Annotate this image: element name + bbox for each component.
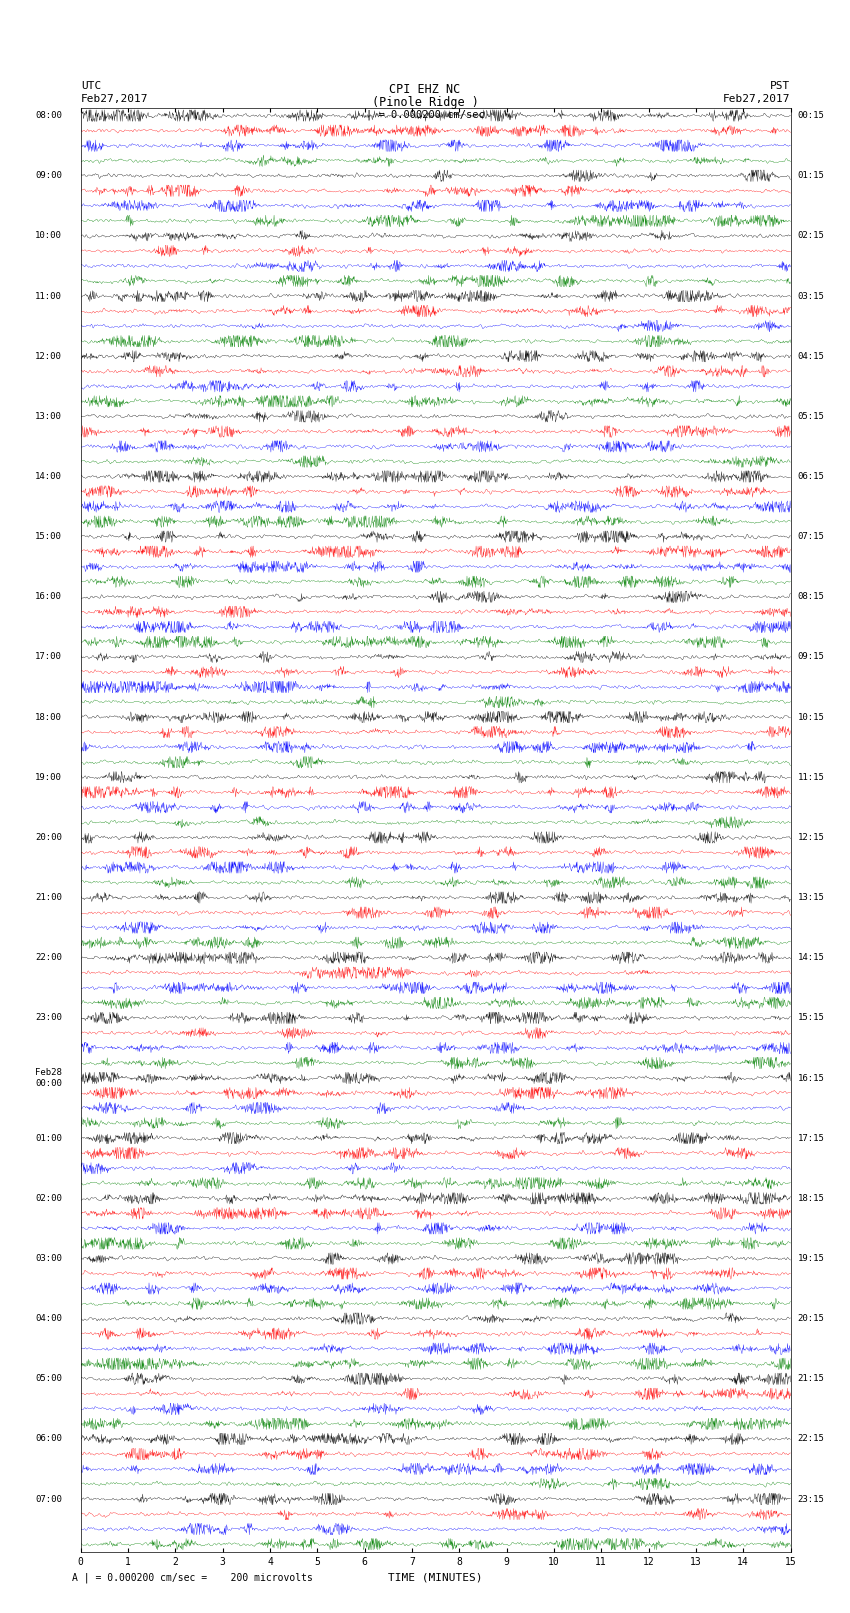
Text: 11:00: 11:00: [35, 292, 62, 300]
Text: 23:15: 23:15: [797, 1495, 824, 1503]
Text: 07:15: 07:15: [797, 532, 824, 540]
Text: 19:00: 19:00: [35, 773, 62, 782]
Text: 02:00: 02:00: [35, 1194, 62, 1203]
Text: 10:00: 10:00: [35, 231, 62, 240]
Text: 01:15: 01:15: [797, 171, 824, 181]
Text: 13:00: 13:00: [35, 411, 62, 421]
Text: 18:15: 18:15: [797, 1194, 824, 1203]
Text: 13:15: 13:15: [797, 894, 824, 902]
Text: A | = 0.000200 cm/sec =    200 microvolts: A | = 0.000200 cm/sec = 200 microvolts: [72, 1573, 313, 1582]
Text: 20:00: 20:00: [35, 832, 62, 842]
Text: 16:15: 16:15: [797, 1074, 824, 1082]
Text: 14:15: 14:15: [797, 953, 824, 963]
Text: 01:00: 01:00: [35, 1134, 62, 1142]
Text: 10:15: 10:15: [797, 713, 824, 721]
Text: Feb27,2017: Feb27,2017: [81, 94, 148, 105]
Text: CPI EHZ NC: CPI EHZ NC: [389, 82, 461, 97]
Text: 04:00: 04:00: [35, 1315, 62, 1323]
Text: 19:15: 19:15: [797, 1253, 824, 1263]
Text: 15:15: 15:15: [797, 1013, 824, 1023]
Text: 16:00: 16:00: [35, 592, 62, 602]
Text: 23:00: 23:00: [35, 1013, 62, 1023]
Text: | = 0.000200 cm/sec: | = 0.000200 cm/sec: [366, 110, 484, 121]
Text: 22:15: 22:15: [797, 1434, 824, 1444]
Text: 03:15: 03:15: [797, 292, 824, 300]
Text: 12:15: 12:15: [797, 832, 824, 842]
Text: 03:00: 03:00: [35, 1253, 62, 1263]
Text: 04:15: 04:15: [797, 352, 824, 361]
X-axis label: TIME (MINUTES): TIME (MINUTES): [388, 1573, 483, 1582]
Text: 06:00: 06:00: [35, 1434, 62, 1444]
Text: Feb28
00:00: Feb28 00:00: [35, 1068, 62, 1087]
Text: 14:00: 14:00: [35, 473, 62, 481]
Text: 05:15: 05:15: [797, 411, 824, 421]
Text: 00:15: 00:15: [797, 111, 824, 119]
Text: 22:00: 22:00: [35, 953, 62, 963]
Text: 09:15: 09:15: [797, 652, 824, 661]
Text: 17:00: 17:00: [35, 652, 62, 661]
Text: 08:15: 08:15: [797, 592, 824, 602]
Text: 09:00: 09:00: [35, 171, 62, 181]
Text: 18:00: 18:00: [35, 713, 62, 721]
Text: 17:15: 17:15: [797, 1134, 824, 1142]
Text: 12:00: 12:00: [35, 352, 62, 361]
Text: 08:00: 08:00: [35, 111, 62, 119]
Text: 02:15: 02:15: [797, 231, 824, 240]
Text: 21:15: 21:15: [797, 1374, 824, 1384]
Text: 21:00: 21:00: [35, 894, 62, 902]
Text: (Pinole Ridge ): (Pinole Ridge ): [371, 95, 479, 110]
Text: 06:15: 06:15: [797, 473, 824, 481]
Text: 15:00: 15:00: [35, 532, 62, 540]
Text: 07:00: 07:00: [35, 1495, 62, 1503]
Text: 05:00: 05:00: [35, 1374, 62, 1384]
Text: Feb27,2017: Feb27,2017: [723, 94, 791, 105]
Text: 11:15: 11:15: [797, 773, 824, 782]
Text: PST: PST: [770, 81, 790, 90]
Text: UTC: UTC: [81, 81, 101, 90]
Text: 20:15: 20:15: [797, 1315, 824, 1323]
